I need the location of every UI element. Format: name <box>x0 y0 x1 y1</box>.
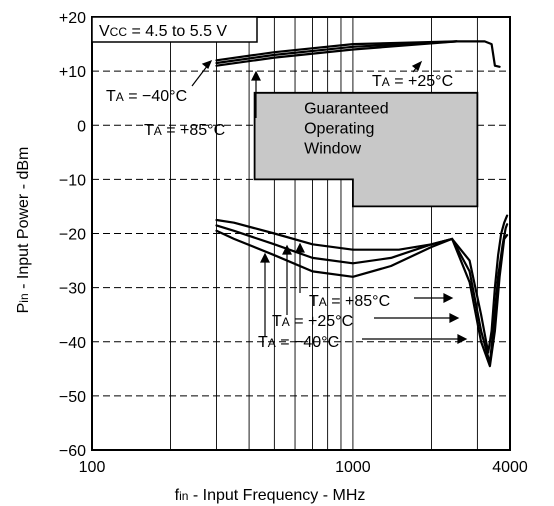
window-label-line: Window <box>304 140 361 157</box>
y-tick-label: 0 <box>77 118 86 135</box>
y-tick-label: −60 <box>59 443 86 460</box>
plot-frame <box>91 16 511 451</box>
annotation-lower-minus40: TA = −40°C <box>258 334 339 351</box>
y-tick-label: −30 <box>59 281 86 298</box>
x-tick-label: 1000 <box>335 459 371 476</box>
annotation-lower-plus85: TA = +85°C <box>309 293 390 310</box>
x-axis-title: fin - Input Frequency - MHz <box>175 487 366 504</box>
upper-series-2 <box>215 40 458 62</box>
y-tick-label: +10 <box>59 64 86 81</box>
condition-label-text: VCC = 4.5 to 5.5 V <box>99 23 227 40</box>
y-tick-label: −50 <box>59 389 86 406</box>
window-label: Guaranteed Operating Window <box>304 100 389 157</box>
lower-series-1 <box>215 223 509 365</box>
annotation-upper-plus85: TA = +85°C <box>144 122 225 139</box>
annotation-upper-minus40: TA = −40°C <box>106 88 187 105</box>
upper-series-1 <box>215 40 501 68</box>
y-tick-label: −10 <box>59 172 86 189</box>
x-tick-label: 4000 <box>492 459 528 476</box>
y-axis-title: Pin - Input Power - dBm <box>15 147 32 314</box>
window-label-line: Operating <box>304 120 374 137</box>
condition-label: VCC = 4.5 to 5.5 V <box>91 16 258 43</box>
upper-series-0 <box>215 40 458 67</box>
condition-label-box <box>91 16 258 43</box>
annotation-upper-plus25: TA = +25°C <box>372 73 453 90</box>
x-tick-label: 100 <box>79 459 106 476</box>
y-tick-label: −40 <box>59 335 86 352</box>
y-tick-label: −20 <box>59 227 86 244</box>
lower-series-0 <box>215 214 509 354</box>
y-tick-label: +20 <box>59 10 86 27</box>
guaranteed-operating-window <box>253 91 479 208</box>
annotation-arrows <box>191 59 468 344</box>
window-label-line: Guaranteed <box>304 100 389 117</box>
annotation-lower-plus25: TA = +25°C <box>272 313 353 330</box>
